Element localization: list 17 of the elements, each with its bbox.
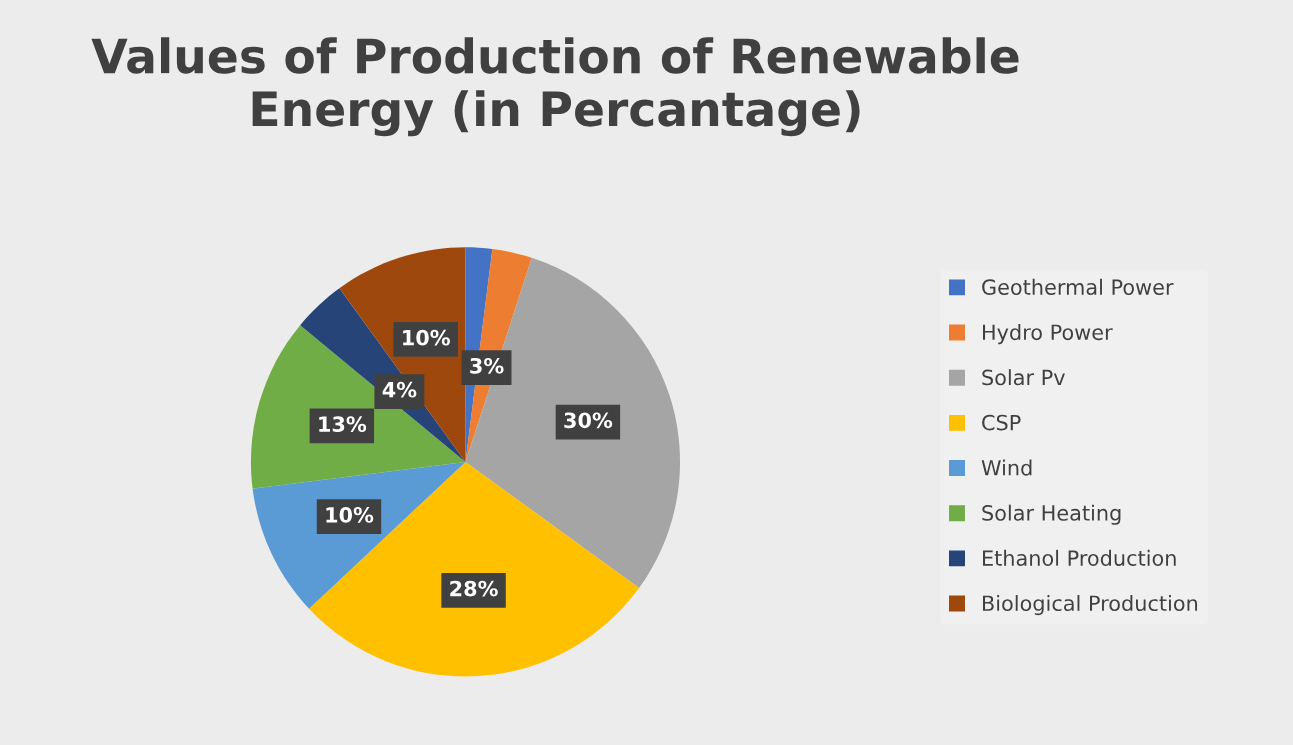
legend-label: Solar Heating (982, 504, 1121, 525)
legend-label: Ethanol Production (983, 549, 1176, 566)
data-label: 4% (382, 381, 417, 398)
data-label: 10% (326, 507, 374, 523)
legend-label: Solar Pv (982, 369, 1065, 386)
legend-label: Wind (981, 459, 1032, 476)
data-label: 3% (470, 357, 504, 374)
data-label: 13% (319, 416, 367, 433)
legend-label: Geothermal Power (982, 278, 1174, 295)
pie-slice (309, 461, 640, 677)
legend-label: CSP (982, 414, 1021, 431)
data-label: 10% (403, 329, 450, 346)
legend-label: Hydro Power (983, 324, 1113, 345)
data-label: 28% (450, 580, 498, 597)
legend-label: Biological Production (983, 594, 1198, 616)
chart-title: Values of Production of Renewable Energy (in Percantage) (91, 37, 1019, 137)
data-label: 30% (564, 412, 613, 429)
